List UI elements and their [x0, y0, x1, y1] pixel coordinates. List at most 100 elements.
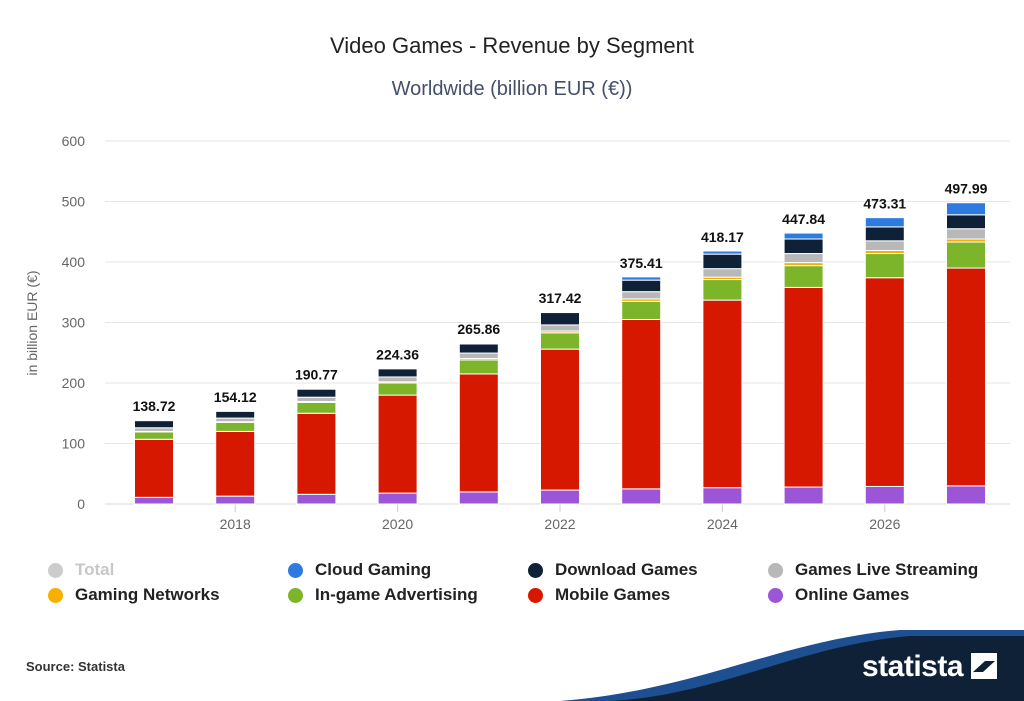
- x-tick-label: 2026: [869, 516, 900, 532]
- legend-dot-icon: [768, 562, 783, 578]
- y-tick-label: 200: [62, 375, 86, 391]
- legend-label: Cloud Gaming: [315, 560, 432, 579]
- y-tick-label: 100: [62, 436, 86, 452]
- bar-segment-mobile-games: [783, 286, 824, 488]
- statista-logo: statista: [862, 650, 964, 684]
- bar-segment-mobile-games: [296, 412, 337, 495]
- bar-segment-download-games: [783, 238, 824, 255]
- legend-item-download-games[interactable]: Download Games: [528, 560, 698, 580]
- legend-item-cloud-gaming[interactable]: Cloud Gaming: [288, 560, 431, 580]
- bar-segment-download-games: [296, 388, 337, 398]
- y-axis-label: in billion EUR (€): [24, 270, 40, 375]
- legend-dot-icon: [528, 562, 543, 578]
- total-data-label: 317.42: [539, 290, 582, 306]
- legend-item-games-live-streaming[interactable]: Games Live Streaming: [768, 560, 978, 580]
- bar-segment-games-live-streaming: [458, 352, 499, 359]
- legend-label: Gaming Networks: [75, 585, 220, 604]
- bar-segment-online-games: [702, 487, 743, 505]
- total-data-label: 375.41: [620, 255, 663, 271]
- x-tick-label: 2020: [382, 516, 413, 532]
- legend-dot-icon: [768, 587, 783, 603]
- total-data-label: 497.99: [945, 181, 988, 197]
- bar-segment-games-live-streaming: [864, 240, 905, 252]
- bar-segment-in-game-advertising: [783, 265, 824, 288]
- legend-label: Total: [75, 560, 115, 579]
- bar-segment-in-game-advertising: [702, 279, 743, 301]
- legend-item-online-games[interactable]: Online Games: [768, 585, 909, 605]
- bar-segment-download-games: [215, 410, 256, 419]
- total-data-label: 154.12: [214, 389, 257, 405]
- bar-segment-games-live-streaming: [702, 268, 743, 278]
- legend-item-in-game-advertising[interactable]: In-game Advertising: [288, 585, 478, 605]
- data-labels: 138.72 154.12 190.77 224.36 265.86 317.42 375.…: [133, 181, 988, 414]
- bar-segment-download-games: [540, 312, 580, 326]
- bar-segment-mobile-games: [702, 299, 743, 489]
- axes: 0 100 200 300 400 500 600 in billion EUR (€) 201…: [24, 133, 901, 532]
- bar-segment-games-live-streaming: [540, 324, 580, 332]
- legend-item-total[interactable]: Total: [48, 560, 114, 580]
- y-tick-label: 300: [62, 315, 86, 331]
- legend-label: Online Games: [795, 585, 910, 604]
- bar-segment-games-live-streaming: [946, 228, 986, 240]
- total-data-label: 447.84: [782, 211, 825, 227]
- bar-segment-games-live-streaming: [296, 396, 337, 402]
- bar-segment-cloud-gaming: [377, 367, 418, 370]
- bar-segment-in-game-advertising: [377, 382, 418, 396]
- bar-segment-download-games: [864, 226, 905, 242]
- legend-dot-icon: [48, 562, 63, 578]
- bar-segment-mobile-games: [621, 318, 662, 490]
- bar-segment-cloud-gaming: [458, 342, 499, 345]
- x-tick-label: 2022: [544, 516, 575, 532]
- total-data-label: 138.72: [133, 398, 176, 414]
- bar-segment-online-games: [864, 485, 905, 505]
- bar-segment-games-live-streaming: [134, 427, 174, 432]
- bar-segment-in-game-advertising: [864, 253, 905, 279]
- legend-dot-icon: [48, 587, 63, 603]
- bar-segment-in-game-advertising: [215, 421, 256, 432]
- bar-segment-in-game-advertising: [540, 332, 580, 350]
- x-tick-label: 2024: [707, 516, 738, 532]
- bar-segment-online-games: [540, 489, 580, 505]
- logo-stroke: [973, 661, 995, 672]
- bar-segment-in-game-advertising: [946, 241, 986, 269]
- bar-segment-games-live-streaming: [783, 253, 824, 264]
- bar-segment-cloud-gaming: [946, 202, 986, 216]
- bar-segment-cloud-gaming: [540, 311, 580, 314]
- bar-segment-cloud-gaming: [215, 410, 256, 412]
- bar-segment-cloud-gaming: [783, 232, 824, 240]
- legend-label: Download Games: [555, 560, 698, 579]
- bar-segment-mobile-games: [377, 394, 418, 494]
- bar-segment-download-games: [946, 214, 986, 230]
- bar-segment-in-game-advertising: [621, 300, 662, 320]
- y-tick-label: 600: [62, 133, 86, 149]
- bar-segment-games-live-streaming: [377, 376, 418, 383]
- bar-segment-games-live-streaming: [621, 291, 662, 300]
- bar-segment-cloud-gaming: [296, 388, 337, 390]
- bar-segment-cloud-gaming: [621, 276, 662, 281]
- legend-item-mobile-games[interactable]: Mobile Games: [528, 585, 670, 605]
- legend-label: In-game Advertising: [315, 585, 478, 604]
- total-data-label: 224.36: [376, 346, 419, 362]
- bar-segment-download-games: [377, 367, 418, 378]
- bar-segment-in-game-advertising: [296, 401, 337, 414]
- brand-wave: [610, 636, 1024, 701]
- bar-segment-online-games: [215, 495, 256, 505]
- footer-brand-band: [560, 630, 1024, 701]
- bar-segment-online-games: [458, 491, 499, 505]
- source-note: Source: Statista: [26, 659, 125, 674]
- bar-segment-mobile-games: [946, 267, 986, 487]
- total-data-label: 473.31: [863, 196, 906, 212]
- bar-segment-cloud-gaming: [134, 419, 174, 422]
- y-tick-label: 0: [77, 496, 85, 512]
- bars: [134, 202, 986, 505]
- legend-label: Games Live Streaming: [795, 560, 979, 579]
- chart-title: Video Games - Revenue by Segment: [329, 33, 695, 58]
- legend-dot-icon: [528, 587, 543, 603]
- bar-segment-online-games: [134, 496, 174, 505]
- legend-item-gaming-networks[interactable]: Gaming Networks: [48, 585, 220, 605]
- bar-segment-online-games: [946, 485, 986, 505]
- bar-segment-online-games: [783, 486, 824, 505]
- total-data-label: 265.86: [457, 321, 500, 337]
- bar-segment-cloud-gaming: [702, 250, 743, 255]
- legend-dot-icon: [288, 562, 303, 578]
